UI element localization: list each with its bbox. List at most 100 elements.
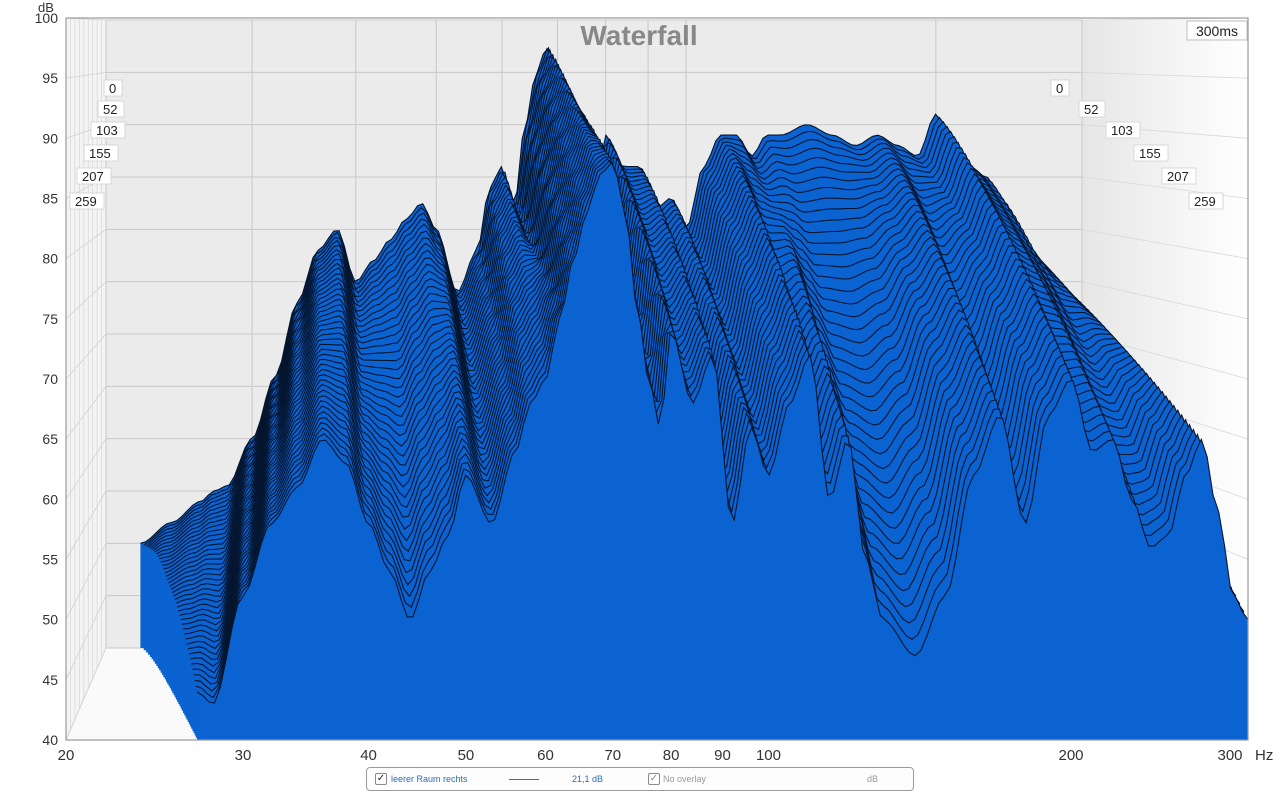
y-tick-label: 60 <box>42 491 58 507</box>
waterfall-slice-edge <box>164 79 1140 574</box>
y-axis-unit: dB <box>38 0 54 15</box>
legend-series-line <box>509 779 539 780</box>
y-tick-label: 85 <box>42 191 58 207</box>
side-grid-line <box>1081 71 1249 79</box>
waterfall-slice-edge <box>165 82 1144 577</box>
waterfall-slice-edge <box>186 139 1213 650</box>
waterfall-slice-edge <box>170 94 1160 590</box>
x-tick-label: 100 <box>756 747 781 764</box>
waterfall-slice-edge <box>176 110 1180 608</box>
waterfall-slice-edge <box>196 161 1249 704</box>
x-tick-label: 90 <box>714 747 731 764</box>
chart-title: Waterfall <box>580 20 697 51</box>
side-grid-line <box>1081 281 1249 320</box>
side-grid-line <box>1081 228 1249 260</box>
x-tick-label: 80 <box>663 747 680 764</box>
waterfall-slice-edge <box>175 108 1176 604</box>
y-tick-label: 55 <box>42 552 58 568</box>
waterfall-slice-edge <box>179 118 1188 616</box>
time-slice-label-right: 0 <box>1056 81 1063 96</box>
time-slice-label-box <box>90 121 126 139</box>
time-slice-label-box <box>103 79 123 97</box>
time-slice-label-box <box>1133 144 1169 162</box>
waterfall-slice-edge <box>182 128 1200 632</box>
time-slice-label-box <box>83 144 119 162</box>
y-tick-label: 100 <box>35 10 59 26</box>
time-slice-label-box <box>97 100 125 118</box>
time-slice-label-left: 155 <box>89 146 111 161</box>
waterfall-slice-edge <box>168 91 1152 584</box>
waterfall-slice-edge <box>156 64 1115 555</box>
x-tick-label: 50 <box>458 747 475 764</box>
time-slice-label-box <box>69 192 105 210</box>
side-grid-line <box>65 281 107 320</box>
time-slice-label-box <box>1078 100 1106 118</box>
time-slice-label-box <box>1105 121 1141 139</box>
y-tick-label: 40 <box>42 732 58 748</box>
waterfall-slice-edge <box>157 65 1119 557</box>
waterfall-slice-edge <box>159 67 1123 560</box>
legend-overlay-label: No overlay <box>663 774 707 784</box>
x-axis-unit: Hz <box>1255 747 1273 764</box>
side-grid-line <box>65 438 107 500</box>
side-grid-line <box>65 647 107 741</box>
time-slice-label-right: 103 <box>1111 123 1133 138</box>
side-grid-line <box>65 386 107 440</box>
time-slice-label-right: 259 <box>1194 194 1216 209</box>
time-slice-label-right: 155 <box>1139 146 1161 161</box>
waterfall-slice <box>197 162 1248 740</box>
time-slice-label-left: 52 <box>103 102 117 117</box>
time-axis-label: 300ms <box>1196 23 1238 39</box>
legend-overlay-unit: dB <box>867 774 879 784</box>
waterfall-slice-edge <box>185 135 1208 643</box>
time-slice-label-box <box>1188 192 1224 210</box>
time-slice-label-left: 207 <box>82 169 104 184</box>
waterfall-slice-edge <box>187 143 1217 656</box>
y-tick-label: 90 <box>42 130 58 146</box>
waterfall-slice-edge <box>161 77 1132 566</box>
x-tick-label: 30 <box>235 747 252 764</box>
side-grid-line <box>65 71 107 79</box>
waterfall-slice-edge <box>178 114 1184 612</box>
x-tick-label: 300 <box>1217 747 1242 764</box>
time-slice-label-left: 259 <box>75 194 97 209</box>
waterfall-slice-edge <box>171 98 1164 594</box>
time-slice-label-right: 52 <box>1084 102 1098 117</box>
legend-series-value: 21,1 dB <box>572 774 604 784</box>
x-tick-label: 20 <box>58 747 75 764</box>
series-checkbox[interactable]: ✓ <box>375 773 387 785</box>
waterfall-slice-edge <box>173 102 1168 597</box>
waterfall-slice-edge <box>169 92 1156 587</box>
waterfall-slice-edge <box>174 107 1172 601</box>
y-tick-label: 65 <box>42 431 58 447</box>
waterfall-slice-edge <box>160 72 1127 563</box>
side-grid-line <box>65 490 107 560</box>
side-grid-line <box>65 229 107 259</box>
time-slice-label-box <box>76 167 112 185</box>
waterfall-slice-edge <box>180 122 1192 621</box>
time-slice-label-left: 0 <box>109 81 116 96</box>
x-tick-label: 40 <box>360 747 377 764</box>
side-grid-line <box>65 595 107 681</box>
waterfall-slice-edge <box>181 126 1196 626</box>
y-tick-label: 75 <box>42 311 58 327</box>
waterfall-slice-edge <box>166 87 1148 581</box>
side-grid-line <box>65 543 107 620</box>
legend-bar: ✓ leerer Raum rechts 21,1 dB ✓ No overla… <box>366 767 914 791</box>
time-slice-label-box <box>1050 79 1070 97</box>
y-tick-label: 45 <box>42 672 58 688</box>
x-tick-label: 60 <box>537 747 554 764</box>
y-tick-label: 95 <box>42 70 58 86</box>
legend-series-label: leerer Raum rechts <box>391 774 468 784</box>
time-axis-box <box>1186 20 1248 41</box>
time-slice-label-left: 103 <box>96 123 118 138</box>
x-tick-label: 70 <box>604 747 621 764</box>
plot-frame <box>65 17 1249 741</box>
y-tick-label: 50 <box>42 612 58 628</box>
y-tick-label: 80 <box>42 251 58 267</box>
time-slice-label-box <box>1161 167 1197 185</box>
overlay-checkbox[interactable]: ✓ <box>648 773 660 785</box>
waterfall-slice-edge <box>163 77 1136 570</box>
